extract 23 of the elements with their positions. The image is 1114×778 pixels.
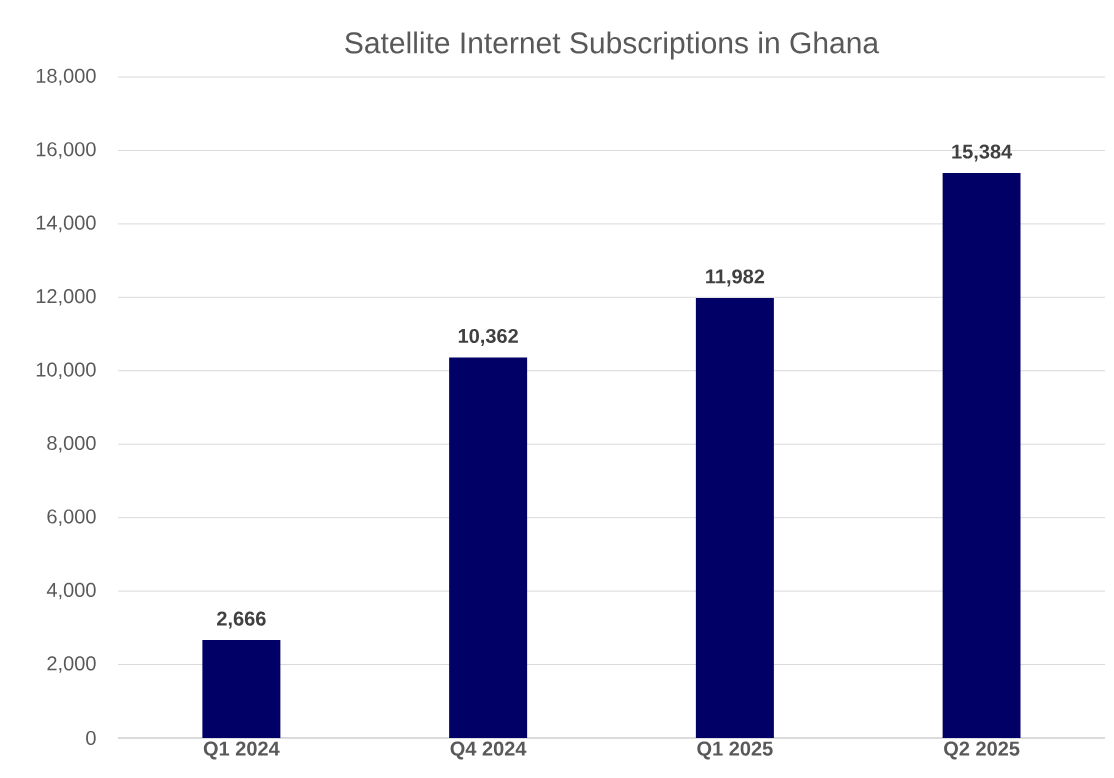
x-tick-label: Q1 2024 bbox=[203, 741, 280, 760]
y-tick-label: 6,000 bbox=[47, 509, 96, 526]
bar bbox=[942, 173, 1021, 738]
y-tick-label: 18,000 bbox=[36, 68, 96, 86]
x-tick-label: Q4 2024 bbox=[450, 741, 527, 760]
y-tick-label: 12,000 bbox=[36, 289, 96, 306]
data-label: 10,362 bbox=[458, 328, 518, 346]
bar bbox=[202, 640, 281, 738]
data-label: 11,982 bbox=[706, 269, 765, 287]
data-label: 15,384 bbox=[952, 144, 1013, 162]
bar bbox=[449, 357, 528, 738]
x-tick-label: Q1 2025 bbox=[697, 741, 773, 760]
y-tick-label: 4,000 bbox=[46, 582, 96, 600]
bar bbox=[695, 297, 774, 738]
y-tick-label: 2,000 bbox=[47, 656, 96, 673]
y-tick-label: 0 bbox=[86, 730, 96, 746]
chart-title: Satellite Internet Subscriptions in Ghana bbox=[345, 31, 880, 60]
data-label: 2,666 bbox=[217, 611, 266, 629]
y-tick-label: 16,000 bbox=[36, 142, 96, 159]
x-tick-label: Q2 2025 bbox=[944, 741, 1020, 760]
y-tick-label: 14,000 bbox=[36, 215, 96, 233]
y-tick-label: 10,000 bbox=[36, 362, 96, 380]
y-tick-label: 8,000 bbox=[47, 435, 96, 453]
